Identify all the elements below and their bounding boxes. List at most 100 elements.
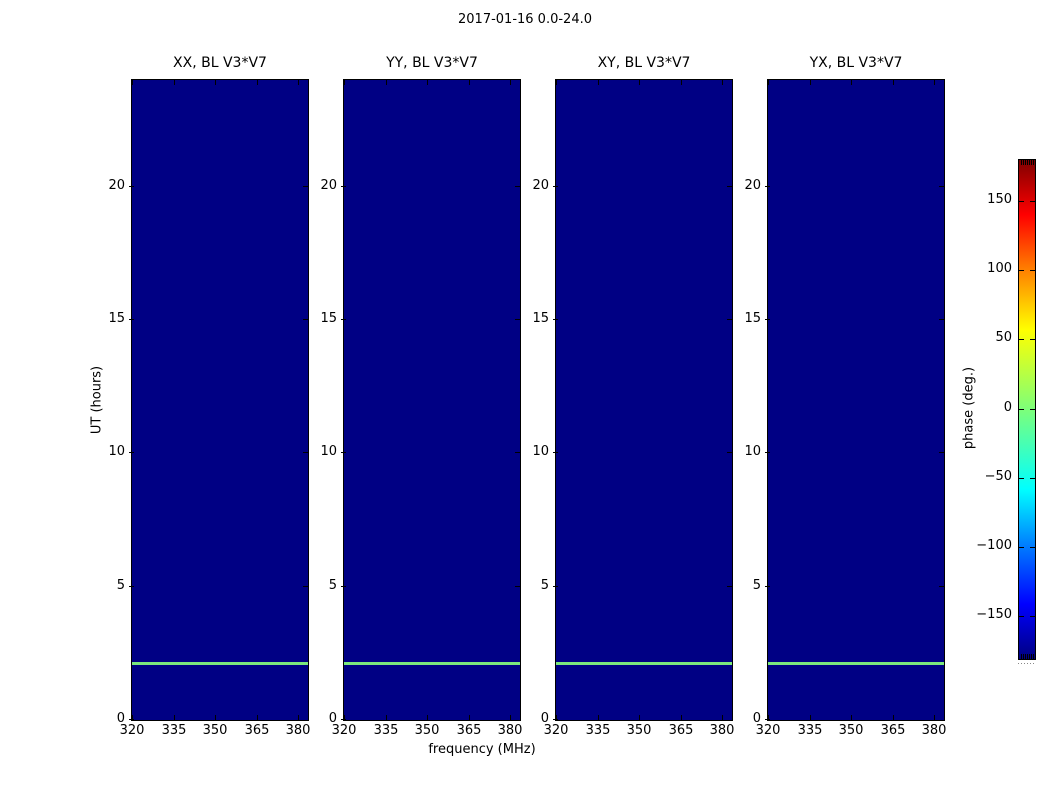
colorbar-end-hatch-bottom xyxy=(1025,654,1026,659)
x-tick-top xyxy=(132,80,133,85)
colorbar-tick-label: −50 xyxy=(984,469,1012,484)
x-tick-label: 365 xyxy=(244,723,270,738)
y-tick-left xyxy=(341,452,346,453)
colorbar-tick-left xyxy=(1019,616,1024,617)
colorbar-tick-left xyxy=(1019,409,1024,410)
colorbar-bottom-dots xyxy=(1018,663,1036,664)
x-tick-bottom xyxy=(215,715,216,720)
y-tick-left xyxy=(765,452,770,453)
colorbar-tick-right xyxy=(1030,201,1035,202)
x-tick-bottom xyxy=(893,715,894,720)
x-tick-label: 350 xyxy=(202,723,228,738)
y-tick-right xyxy=(727,319,732,320)
x-tick-top xyxy=(934,80,935,85)
x-tick-label: 320 xyxy=(755,723,781,738)
x-tick-bottom xyxy=(681,715,682,720)
phase-stripe xyxy=(768,662,944,665)
x-tick-label: 335 xyxy=(161,723,187,738)
colorbar-tick-left xyxy=(1019,270,1024,271)
y-tick-left xyxy=(129,452,134,453)
colorbar-tick-right xyxy=(1030,270,1035,271)
x-tick-top xyxy=(298,80,299,85)
colorbar-tick-label: 150 xyxy=(987,192,1012,207)
y-tick-label: 0 xyxy=(116,711,125,726)
x-tick-label: 335 xyxy=(373,723,399,738)
colorbar-tick-label: 50 xyxy=(995,330,1012,345)
x-tick-top xyxy=(215,80,216,85)
y-tick-left xyxy=(765,186,770,187)
colorbar-tick-left xyxy=(1019,547,1024,548)
panel-title: YX, BL V3*V7 xyxy=(809,55,903,71)
x-tick-top xyxy=(681,80,682,85)
x-tick-label: 380 xyxy=(497,723,523,738)
y-tick-left xyxy=(129,319,134,320)
y-tick-left xyxy=(553,719,558,720)
panel-title: XY, BL V3*V7 xyxy=(597,55,691,71)
panel-title: YY, BL V3*V7 xyxy=(386,55,478,71)
x-tick-top xyxy=(174,80,175,85)
x-tick-top xyxy=(598,80,599,85)
y-tick-label: 15 xyxy=(744,311,761,326)
panel-title: XX, BL V3*V7 xyxy=(173,55,267,71)
y-tick-right xyxy=(727,452,732,453)
y-tick-label: 15 xyxy=(320,311,337,326)
x-tick-bottom xyxy=(556,715,557,720)
y-tick-left xyxy=(129,586,134,587)
colorbar-tick-label: 100 xyxy=(987,261,1012,276)
y-tick-left xyxy=(553,586,558,587)
colorbar-tick-label: 0 xyxy=(1003,400,1012,415)
y-tick-left xyxy=(129,719,134,720)
x-tick-label: 380 xyxy=(285,723,311,738)
colorbar-tick-left xyxy=(1019,478,1024,479)
x-tick-label: 350 xyxy=(838,723,864,738)
y-tick-label: 10 xyxy=(744,444,761,459)
plot-area xyxy=(767,79,945,721)
x-tick-label: 380 xyxy=(921,723,947,738)
y-tick-label: 0 xyxy=(328,711,337,726)
x-tick-bottom xyxy=(768,715,769,720)
x-tick-bottom xyxy=(510,715,511,720)
colorbar-end-hatch-bottom xyxy=(1023,654,1024,659)
colorbar-end-hatch-bottom xyxy=(1021,654,1022,659)
y-tick-right xyxy=(939,186,944,187)
x-tick-label: 350 xyxy=(414,723,440,738)
x-tick-bottom xyxy=(257,715,258,720)
y-tick-left xyxy=(341,319,346,320)
x-tick-top xyxy=(851,80,852,85)
y-tick-right xyxy=(939,452,944,453)
x-tick-bottom xyxy=(174,715,175,720)
x-axis-label: frequency (MHz) xyxy=(428,742,536,757)
colorbar-end-hatch-top xyxy=(1025,160,1026,165)
y-tick-left xyxy=(765,719,770,720)
y-tick-right xyxy=(515,319,520,320)
y-tick-label: 0 xyxy=(752,711,761,726)
x-tick-label: 350 xyxy=(626,723,652,738)
x-tick-bottom xyxy=(427,715,428,720)
colorbar-tick-label: −100 xyxy=(976,538,1012,553)
x-tick-top xyxy=(344,80,345,85)
x-tick-top xyxy=(510,80,511,85)
x-tick-top xyxy=(386,80,387,85)
colorbar-tick-right xyxy=(1030,547,1035,548)
y-tick-right xyxy=(939,586,944,587)
x-tick-top xyxy=(810,80,811,85)
y-tick-right xyxy=(303,186,308,187)
x-tick-bottom xyxy=(344,715,345,720)
colorbar-end-hatch-bottom xyxy=(1029,654,1030,659)
y-axis-label: UT (hours) xyxy=(89,365,105,435)
x-tick-top xyxy=(722,80,723,85)
plot-area xyxy=(131,79,309,721)
y-tick-left xyxy=(765,586,770,587)
y-tick-left xyxy=(553,186,558,187)
colorbar-tick-label: −150 xyxy=(976,607,1012,622)
x-tick-bottom xyxy=(386,715,387,720)
x-tick-top xyxy=(427,80,428,85)
phase-stripe xyxy=(556,662,732,665)
phase-stripe xyxy=(132,662,308,665)
colorbar-tick-right xyxy=(1030,409,1035,410)
x-tick-top xyxy=(893,80,894,85)
y-tick-label: 20 xyxy=(744,178,761,193)
x-tick-top xyxy=(556,80,557,85)
y-tick-left xyxy=(341,186,346,187)
colorbar-tick-left xyxy=(1019,201,1024,202)
